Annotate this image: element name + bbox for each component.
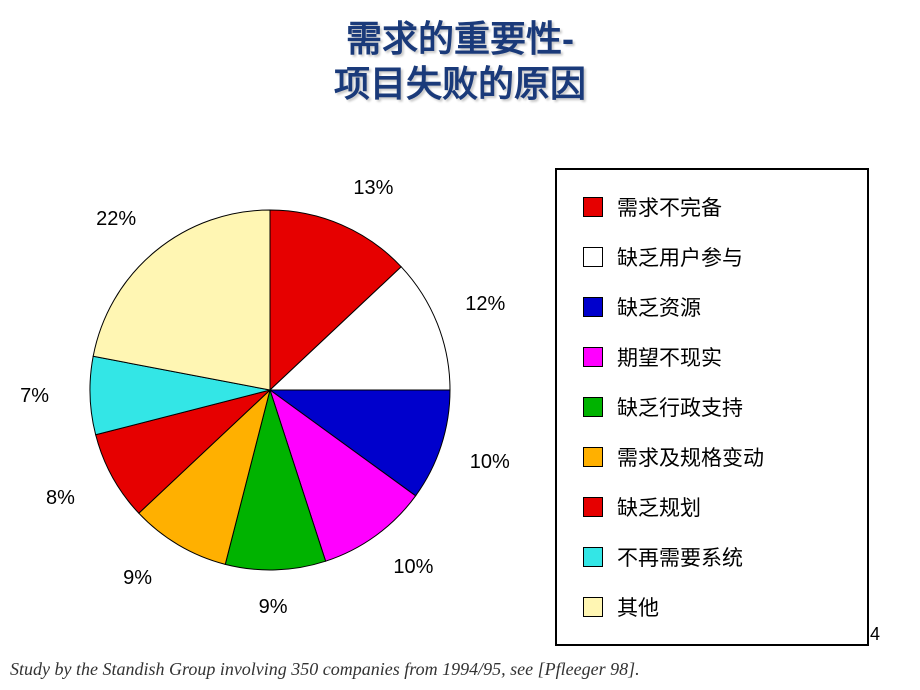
legend-item: 期望不现实 [557,332,867,382]
slide: 需求的重要性- 项目失败的原因 13%12%10%10%9%9%8%7%22% … [0,0,920,690]
legend-swatch [583,247,603,267]
pie-slice-label: 7% [20,385,49,408]
legend-swatch [583,597,603,617]
legend-label: 期望不现实 [617,342,722,372]
legend-label: 缺乏规划 [617,492,701,522]
legend-item: 不再需要系统 [557,532,867,582]
pie-chart: 13%12%10%10%9%9%8%7%22% [30,130,510,610]
legend-label: 缺乏资源 [617,292,701,322]
pie-slice-label: 8% [46,487,75,510]
pie-slice-label: 13% [353,177,393,200]
legend-swatch [583,197,603,217]
legend-item: 其他 [557,582,867,632]
legend-item: 缺乏行政支持 [557,382,867,432]
pie-slice-label: 10% [470,451,510,474]
page-number: 4 [870,624,880,645]
pie-slice-label: 12% [465,293,505,316]
legend-swatch [583,547,603,567]
footnote: Study by the Standish Group involving 35… [10,659,640,680]
legend-swatch [583,447,603,467]
pie-slice-label: 9% [259,596,288,619]
legend-label: 需求及规格变动 [617,442,764,472]
legend-swatch [583,297,603,317]
legend-item: 需求不完备 [557,182,867,232]
pie-slice-label: 9% [123,567,152,590]
legend-item: 缺乏规划 [557,482,867,532]
legend-label: 其他 [617,592,659,622]
legend: 需求不完备缺乏用户参与缺乏资源期望不现实缺乏行政支持需求及规格变动缺乏规划不再需… [555,168,869,646]
legend-swatch [583,497,603,517]
pie-slice-label: 10% [393,556,433,579]
legend-label: 缺乏行政支持 [617,392,743,422]
slide-title: 需求的重要性- 项目失败的原因 [0,16,920,106]
pie-svg [30,130,510,610]
pie-slice-label: 22% [96,208,136,231]
legend-item: 缺乏用户参与 [557,232,867,282]
legend-label: 缺乏用户参与 [617,242,743,272]
legend-label: 不再需要系统 [617,542,743,572]
legend-item: 需求及规格变动 [557,432,867,482]
legend-label: 需求不完备 [617,192,722,222]
legend-swatch [583,347,603,367]
legend-item: 缺乏资源 [557,282,867,332]
legend-swatch [583,397,603,417]
